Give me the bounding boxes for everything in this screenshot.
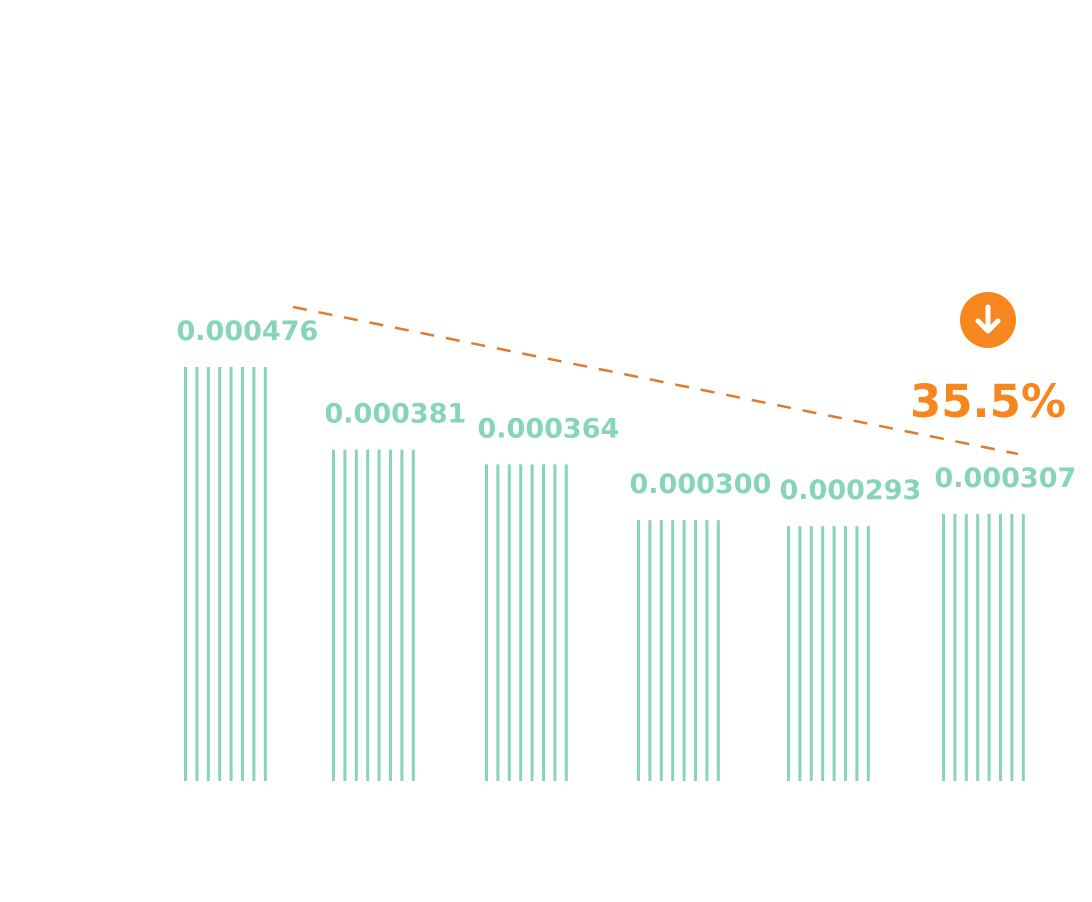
data-label: 0.000307: [935, 463, 1077, 494]
data-label: 0.000300: [630, 469, 772, 500]
change-indicator: [960, 292, 1016, 348]
data-label: 0.000293: [780, 475, 922, 506]
bar: [485, 464, 568, 781]
data-label: 0.000364: [478, 413, 620, 444]
trend-line: [292, 305, 1019, 456]
bar: [942, 513, 1025, 781]
data-label: 0.000476: [177, 316, 319, 347]
bar: [332, 449, 415, 781]
change-percent: 35.5%: [910, 375, 1066, 428]
arrow-down-icon: [975, 304, 1001, 334]
data-labels: 0.000476 0.000381 0.000364 0.000300 0.000293…: [177, 316, 1077, 506]
data-label: 0.000381: [325, 399, 467, 430]
bar: [787, 526, 870, 781]
bars: [184, 367, 1025, 781]
bar: [184, 367, 267, 781]
bar: [637, 520, 720, 781]
